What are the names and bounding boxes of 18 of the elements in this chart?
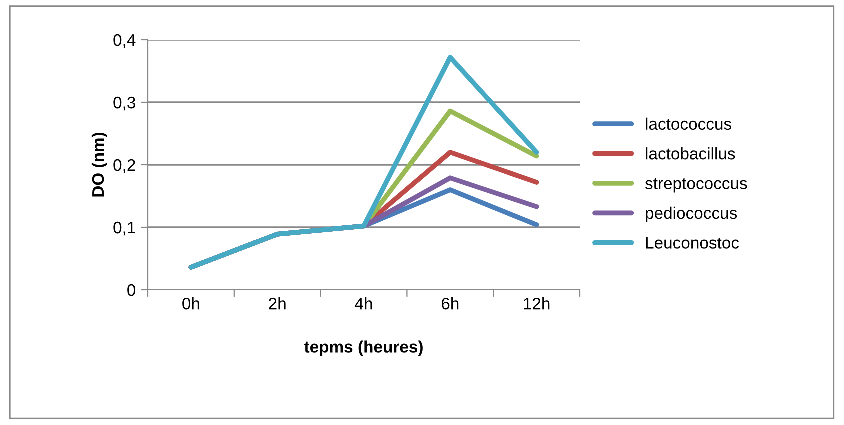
y-tick-label: 0,1 [114, 222, 136, 236]
legend-label: streptococcus [645, 178, 748, 193]
legend-label: lactococcus [646, 118, 732, 130]
legend-label: Leuconostoc [646, 237, 740, 249]
y-tick-label: 0,2 [114, 159, 136, 174]
line-series [188, 55, 540, 270]
y-tick-label: 0,4 [114, 34, 136, 48]
y-tick-label: 0,3 [114, 96, 136, 111]
x-tick-label: 2h [269, 298, 286, 310]
legend-label: pediococcus [646, 206, 738, 222]
x-tick-label: 4h [355, 298, 372, 310]
x-axis-title: tepms (heures) [304, 340, 423, 356]
x-tick-label: 6h [442, 298, 459, 310]
x-tick-label: 0h [182, 298, 200, 310]
y-tick-label: 0 [128, 284, 136, 296]
x-tick-label: 12h [524, 298, 550, 310]
legend-label: lactobacillus [646, 148, 736, 160]
y-axis-title: DO (nm) [92, 132, 108, 197]
